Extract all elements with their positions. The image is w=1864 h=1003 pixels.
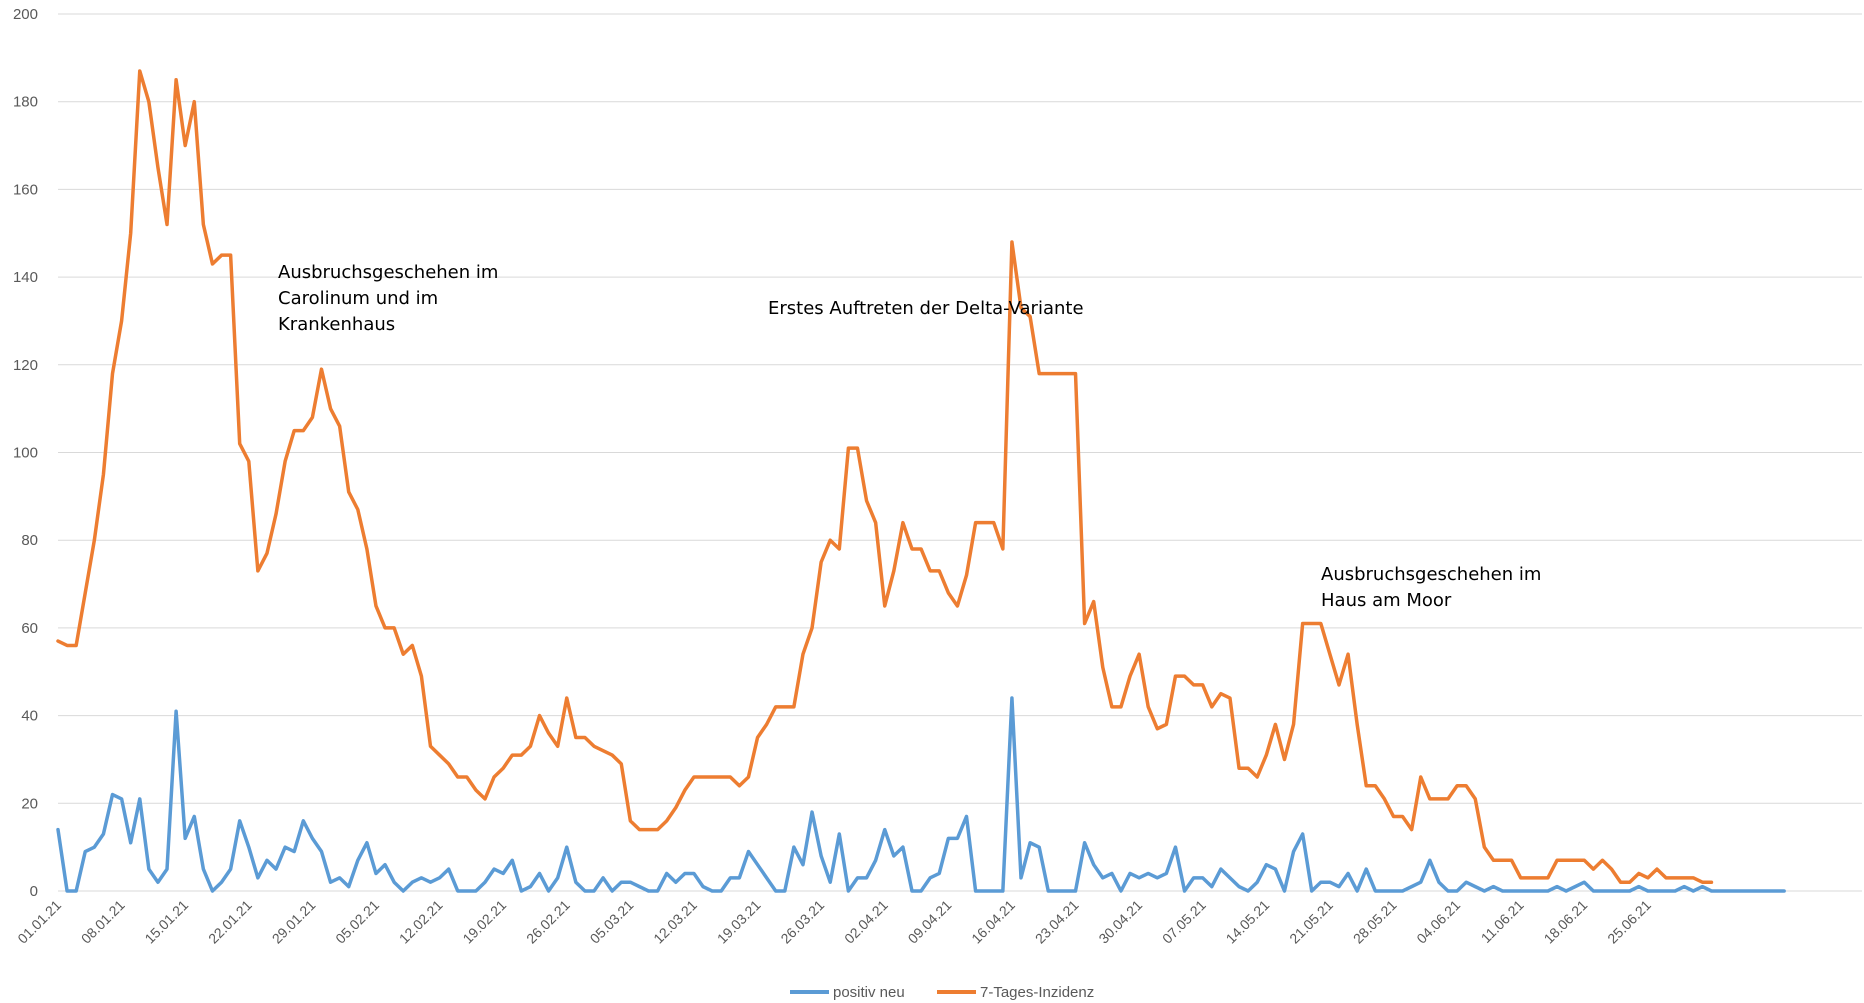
x-tick-label: 28.05.21: [1350, 897, 1400, 947]
y-tick-label: 120: [13, 357, 38, 374]
y-tick-label: 40: [21, 708, 38, 725]
x-tick-label: 18.06.21: [1541, 897, 1591, 947]
x-tick-label: 30.04.21: [1095, 897, 1145, 947]
annotation-carolinum: Ausbruchsgeschehen im Carolinum und im K…: [278, 262, 498, 335]
x-tick-label: 12.03.21: [650, 897, 700, 947]
y-tick-label: 80: [21, 532, 38, 549]
x-tick-label: 19.03.21: [714, 897, 764, 947]
y-tick-label: 100: [13, 445, 38, 462]
x-tick-label: 08.01.21: [78, 897, 128, 947]
annotation-haus-am-moor-line-1: Ausbruchsgeschehen im: [1321, 564, 1541, 585]
annotation-carolinum-line-2: Carolinum und im: [278, 288, 438, 309]
y-tick-label: 20: [21, 795, 38, 812]
y-tick-label: 60: [21, 620, 38, 637]
legend-label-inzidenz: 7-Tages-Inzidenz: [980, 984, 1094, 1001]
annotation-delta: Erstes Auftreten der Delta-Variante: [768, 298, 1084, 319]
gridlines: [58, 13, 1862, 892]
x-axis-tick-labels: 01.01.21 08.01.21 15.01.21 22.01.21 29.01.21…: [14, 897, 1654, 947]
x-tick-label: 01.01.21: [14, 897, 64, 947]
y-tick-label: 140: [13, 269, 38, 286]
x-tick-label: 07.05.21: [1159, 897, 1209, 947]
y-tick-label: 200: [13, 6, 38, 23]
x-tick-label: 29.01.21: [269, 897, 319, 947]
y-tick-label: 160: [13, 181, 38, 198]
y-tick-label: 0: [30, 883, 38, 900]
x-tick-label: 16.04.21: [968, 897, 1018, 947]
annotation-delta-line-1: Erstes Auftreten der Delta-Variante: [768, 298, 1084, 319]
x-tick-label: 09.04.21: [905, 897, 955, 947]
x-tick-label: 05.02.21: [332, 897, 382, 947]
legend: positiv neu 7-Tages-Inzidenz: [790, 984, 1094, 1001]
annotation-haus-am-moor-line-2: Haus am Moor: [1321, 590, 1452, 611]
x-tick-label: 26.02.21: [523, 897, 573, 947]
y-tick-label: 180: [13, 94, 38, 111]
x-tick-label: 02.04.21: [841, 897, 891, 947]
legend-label-positiv-neu: positiv neu: [833, 984, 905, 1001]
y-axis-tick-labels: 0 20 40 60 80 100 120 140 160 180 200: [13, 6, 38, 900]
x-tick-label: 14.05.21: [1223, 897, 1273, 947]
x-tick-label: 25.06.21: [1604, 897, 1654, 947]
x-tick-label: 15.01.21: [141, 897, 191, 947]
series-lines: [56, 69, 1786, 893]
x-tick-label: 21.05.21: [1286, 897, 1336, 947]
x-tick-label: 05.03.21: [587, 897, 637, 947]
x-tick-label: 26.03.21: [777, 897, 827, 947]
series-line-inzidenz: [56, 69, 1714, 884]
x-tick-label: 04.06.21: [1413, 897, 1463, 947]
x-tick-label: 22.01.21: [205, 897, 255, 947]
annotation-carolinum-line-3: Krankenhaus: [278, 314, 395, 335]
x-tick-label: 23.04.21: [1032, 897, 1082, 947]
annotation-haus-am-moor: Ausbruchsgeschehen im Haus am Moor: [1321, 564, 1541, 611]
series-line-positiv-neu: [56, 696, 1786, 893]
x-tick-label: 12.02.21: [396, 897, 446, 947]
x-tick-label: 11.06.21: [1478, 897, 1527, 946]
annotation-carolinum-line-1: Ausbruchsgeschehen im: [278, 262, 498, 283]
x-tick-label: 19.02.21: [459, 897, 509, 947]
